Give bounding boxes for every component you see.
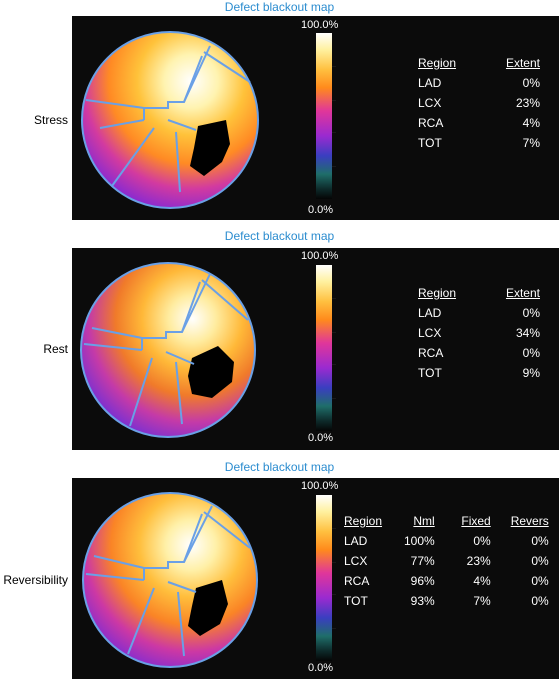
table-row: TOT 93% 7% 0%	[344, 594, 549, 608]
column-header: Nml	[413, 514, 435, 528]
column-header: Fixed	[461, 514, 491, 528]
column-header: Region	[344, 514, 383, 528]
scale-min-label: 0.0%	[308, 204, 334, 216]
polar-map-rest	[80, 262, 256, 438]
polar-map-panel-rest: 100.0% 0.0% Region Extent LAD 0% LCX 34% R…	[72, 248, 559, 450]
column-header: Extent	[505, 286, 540, 300]
defect-blackout-region	[188, 346, 234, 398]
table-row: LCX 34%	[418, 326, 540, 340]
column-header: Region	[418, 56, 457, 70]
polar-map-reversibility	[82, 492, 258, 668]
table-row: LCX 23%	[418, 96, 540, 110]
table-row: TOT 9%	[418, 366, 540, 380]
table-row: LAD 100% 0% 0%	[344, 534, 549, 548]
territory-lines	[82, 492, 258, 668]
color-scale-bar	[316, 495, 332, 661]
scale-min-label: 0.0%	[308, 432, 334, 444]
scale-max-label: 100.0%	[301, 19, 339, 31]
polar-map-panel-stress: 100.0% 0.0% Region Extent LAD 0% LCX 23% R…	[72, 16, 559, 220]
defect-blackout-region	[188, 580, 228, 636]
table-row: TOT 7%	[418, 136, 540, 150]
panel-title-stress: Defect blackout map	[224, 0, 335, 14]
table-row: RCA 96% 4% 0%	[344, 574, 549, 588]
panel-label-stress: Stress	[33, 113, 68, 127]
territory-lines	[80, 262, 256, 438]
defect-blackout-region	[190, 120, 230, 176]
polar-map-panel-reversibility: 100.0% 0.0% Region Nml Fixed Revers LAD 1…	[72, 478, 559, 679]
polar-map-stress	[81, 31, 259, 209]
color-scale-bar	[316, 33, 332, 199]
column-header: Revers	[510, 514, 549, 528]
panel-title-rest: Defect blackout map	[224, 229, 335, 243]
scale-max-label: 100.0%	[301, 250, 339, 262]
territory-lines	[81, 31, 259, 209]
panel-label-reversibility: Reversibility	[3, 573, 68, 587]
column-header: Region	[418, 286, 457, 300]
panel-title-reversibility: Defect blackout map	[224, 460, 335, 474]
table-row: LAD 0%	[418, 76, 540, 90]
table-row: RCA 4%	[418, 116, 540, 130]
table-row: LAD 0%	[418, 306, 540, 320]
scale-min-label: 0.0%	[308, 662, 334, 674]
extent-table: Region Extent LAD 0% LCX 23% RCA 4% TOT 7%	[418, 56, 540, 156]
table-row: LCX 77% 23% 0%	[344, 554, 549, 568]
reversibility-table: Region Nml Fixed Revers LAD 100% 0% 0% LCX…	[344, 514, 549, 614]
panel-label-rest: Rest	[43, 342, 68, 356]
extent-table: Region Extent LAD 0% LCX 34% RCA 0% TOT 9%	[418, 286, 540, 386]
scale-max-label: 100.0%	[301, 480, 339, 492]
column-header: Extent	[505, 56, 540, 70]
color-scale-bar	[316, 265, 332, 431]
table-row: RCA 0%	[418, 346, 540, 360]
